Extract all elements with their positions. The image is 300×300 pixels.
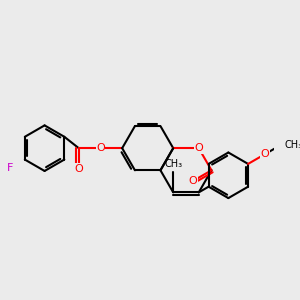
Text: CH₃: CH₃ — [284, 140, 300, 150]
Text: CH₃: CH₃ — [164, 159, 182, 169]
Text: O: O — [74, 164, 83, 174]
Text: O: O — [194, 143, 203, 153]
Text: F: F — [7, 163, 13, 173]
Text: O: O — [96, 143, 105, 153]
Text: O: O — [260, 149, 269, 159]
Text: O: O — [188, 176, 197, 186]
